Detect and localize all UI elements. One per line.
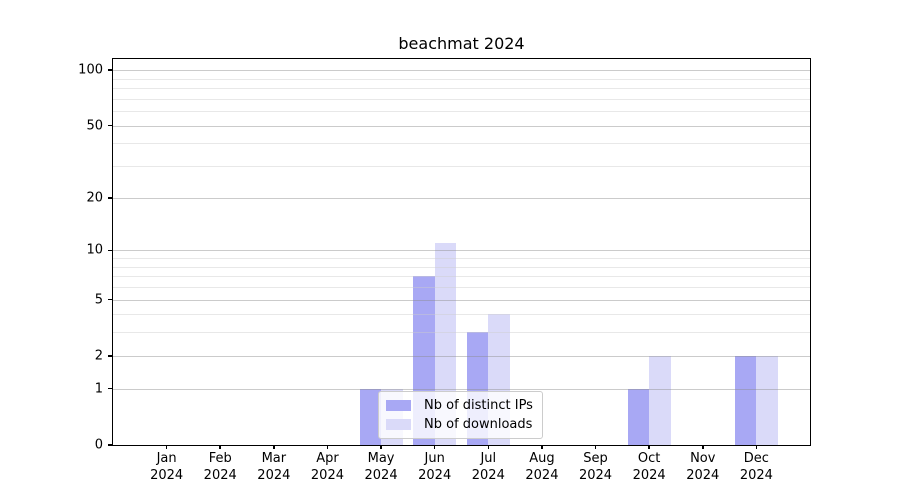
- legend-item: Nb of downloads: [386, 417, 533, 432]
- legend-label: Nb of distinct IPs: [424, 398, 533, 413]
- x-tick-label: Feb 2024: [203, 451, 237, 483]
- y-tick-label: 10: [86, 242, 103, 258]
- major-gridline: [113, 197, 810, 199]
- y-tick-mark: [108, 444, 112, 446]
- bar-oct-downloads: [649, 355, 671, 445]
- legend: Nb of distinct IPs Nb of downloads: [378, 391, 543, 439]
- bar-may-ips: [359, 388, 382, 445]
- minor-gridline: [113, 314, 810, 316]
- x-tick-mark: [273, 445, 275, 449]
- x-tick-label: Dec 2024: [739, 451, 773, 483]
- y-tick-mark: [108, 298, 112, 301]
- minor-gridline: [113, 143, 810, 145]
- legend-swatch-distinct-ips: [386, 400, 411, 411]
- major-gridline: [113, 355, 810, 357]
- x-tick-mark: [219, 445, 221, 449]
- y-tick-mark: [108, 124, 112, 127]
- major-gridline: [113, 299, 810, 301]
- x-tick-label: Jun 2024: [418, 451, 452, 483]
- x-tick-mark: [433, 445, 436, 449]
- x-tick-label: Jan 2024: [150, 451, 184, 483]
- major-gridline: [113, 125, 810, 127]
- y-tick-label: 1: [94, 381, 103, 397]
- legend-label: Nb of downloads: [424, 417, 533, 432]
- y-tick-mark: [108, 197, 112, 199]
- minor-gridline: [113, 266, 810, 268]
- minor-gridline: [113, 98, 810, 100]
- x-tick-label: Mar 2024: [257, 451, 291, 483]
- y-tick-mark: [108, 249, 112, 252]
- chart-title: beachmat 2024: [398, 34, 525, 53]
- y-tick-mark: [108, 69, 112, 71]
- major-gridline: [113, 388, 810, 390]
- minor-gridline: [113, 258, 810, 260]
- x-tick-mark: [755, 445, 758, 449]
- major-gridline: [113, 250, 810, 252]
- y-tick-label: 100: [78, 62, 103, 78]
- minor-gridline: [113, 166, 810, 168]
- legend-swatch-downloads: [386, 419, 411, 430]
- bar-dec-downloads: [756, 355, 778, 445]
- x-tick-mark: [380, 445, 382, 449]
- minor-gridline: [113, 88, 810, 90]
- bar-oct-ips: [627, 388, 650, 445]
- x-tick-label: Aug 2024: [525, 451, 559, 483]
- x-tick-mark: [648, 445, 650, 449]
- x-tick-label: Oct 2024: [632, 451, 666, 483]
- y-tick-label: 2: [94, 348, 103, 364]
- minor-gridline: [113, 286, 810, 288]
- bar-dec-ips: [734, 355, 757, 445]
- y-tick-label: 0: [94, 437, 103, 453]
- x-tick-label: Sep 2024: [578, 451, 613, 483]
- x-tick-mark: [487, 445, 490, 449]
- major-gridline: [113, 70, 810, 72]
- minor-gridline: [113, 332, 810, 334]
- plot-area: Nb of distinct IPs Nb of downloads: [112, 58, 811, 446]
- x-tick-label: Jul 2024: [471, 451, 505, 483]
- y-tick-mark: [108, 355, 112, 357]
- legend-item: Nb of distinct IPs: [386, 398, 533, 413]
- y-tick-mark: [108, 387, 112, 390]
- x-tick-mark: [326, 445, 329, 449]
- x-tick-label: May 2024: [364, 451, 398, 483]
- x-tick-mark: [594, 445, 597, 449]
- minor-gridline: [113, 276, 810, 278]
- y-tick-label: 50: [86, 118, 103, 134]
- y-tick-label: 5: [94, 292, 103, 307]
- x-tick-mark: [541, 445, 543, 449]
- x-tick-mark: [702, 445, 704, 449]
- x-tick-label: Apr 2024: [310, 451, 344, 483]
- minor-gridline: [113, 78, 810, 80]
- x-tick-mark: [165, 445, 168, 449]
- minor-gridline: [113, 111, 810, 113]
- y-tick-label: 20: [86, 190, 103, 206]
- x-tick-label: Nov 2024: [686, 451, 720, 483]
